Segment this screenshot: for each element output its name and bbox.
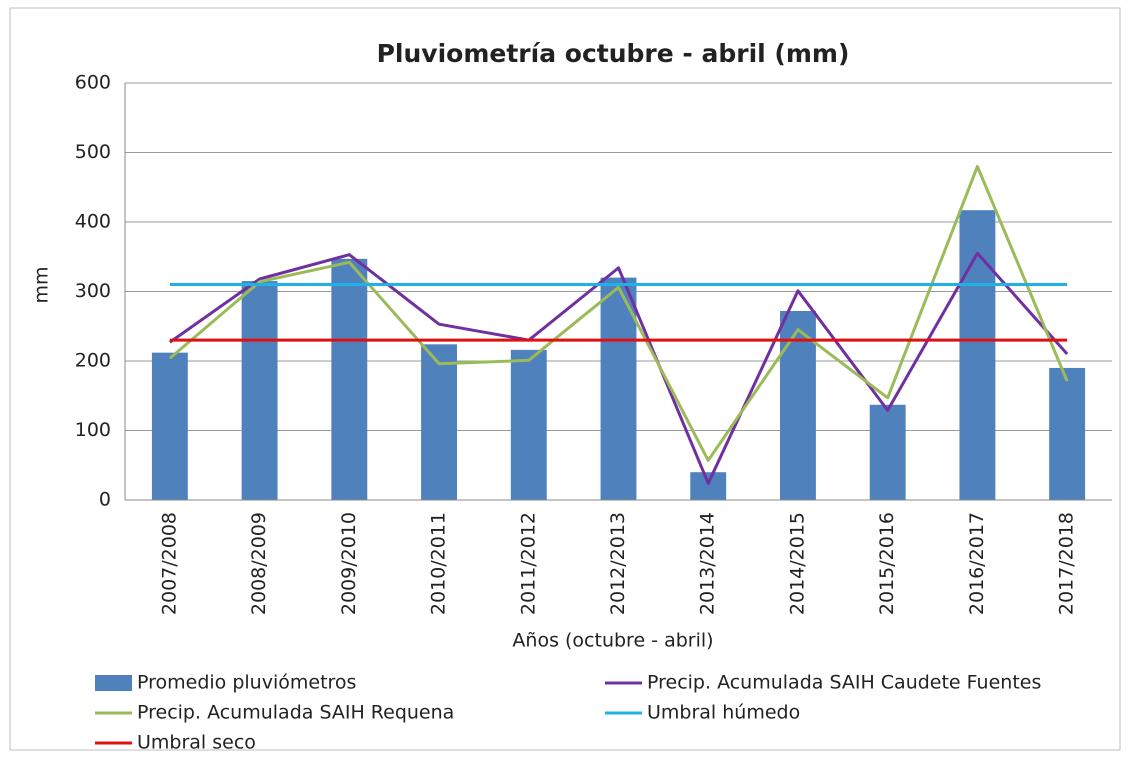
x-tick-label: 2011/2012 [517,512,539,615]
bar [331,258,368,500]
bar [1049,367,1086,500]
x-tick-label: 2014/2015 [786,512,808,615]
legend-swatch [95,675,132,691]
bar [600,277,637,500]
bar [510,349,547,500]
y-tick-label: 100 [75,419,111,441]
line-series [168,251,1069,485]
bar [869,404,906,500]
bar [241,281,278,500]
legend-label: Umbral seco [137,732,256,754]
legend-label: Promedio pluviómetros [137,672,356,694]
bar [959,210,996,500]
y-axis-label: mm [31,266,53,303]
bar [690,472,727,500]
x-tick-label: 2017/2018 [1056,512,1078,615]
legend-label: Precip. Acumulada SAIH Caudete Fuentes [647,672,1041,694]
line-series [168,164,1069,462]
x-tick-label: 2012/2013 [607,512,629,615]
x-tick-label: 2008/2009 [248,512,270,615]
bar [151,352,188,500]
y-tick-label: 300 [75,280,111,302]
bar [780,310,816,500]
y-tick-label: 500 [75,141,111,163]
x-axis-label: Años (octubre - abril) [512,630,713,652]
x-tick-label: 2013/2014 [697,512,719,615]
legend-label: Precip. Acumulada SAIH Requena [137,702,454,724]
x-tick-label: 2009/2010 [338,512,360,615]
x-tick-label: 2010/2011 [428,512,450,615]
chart-title: Pluviometría octubre - abril (mm) [377,39,850,68]
x-tick-label: 2015/2016 [876,512,898,615]
y-tick-label: 600 [75,72,111,94]
y-tick-label: 200 [75,350,111,372]
x-tick-label: 2007/2008 [158,512,180,615]
x-tick-label: 2016/2017 [966,512,988,615]
legend-label: Umbral húmedo [647,702,800,724]
chart-frame [9,7,1121,751]
y-tick-label: 0 [99,489,111,511]
bar [421,344,457,500]
y-tick-label: 400 [75,211,111,233]
